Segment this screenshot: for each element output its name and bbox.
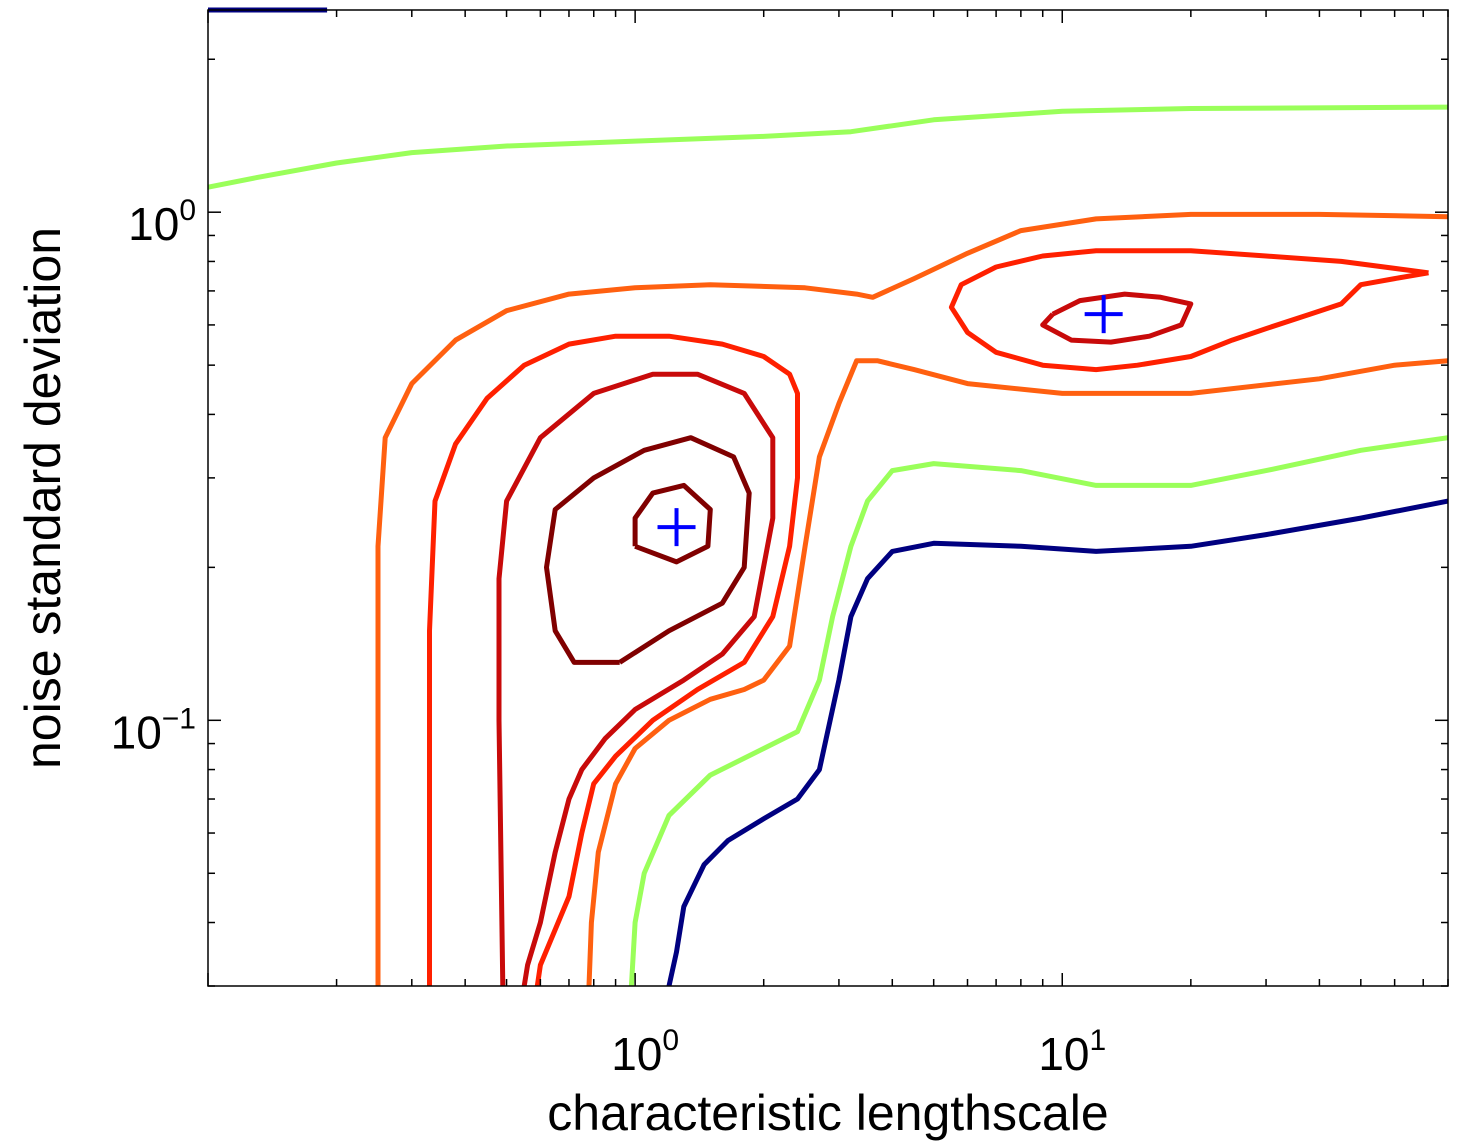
y-tick-label: 100 <box>128 194 196 250</box>
y-axis-label: noise standard deviation <box>15 227 71 769</box>
contour-line-9 <box>948 248 1429 373</box>
contour-line-8 <box>666 498 1449 987</box>
tick-labels: 100 101 100 10−1 <box>111 194 1107 1080</box>
x-tick-label: 100 <box>611 1024 679 1080</box>
contour-line-7 <box>628 435 1449 987</box>
contour-line-5 <box>496 371 776 987</box>
contour-line-6 <box>586 358 1449 987</box>
contour-lines <box>207 7 1449 987</box>
y-tick-label: 10−1 <box>111 702 196 758</box>
optimum-marker-1 <box>657 508 696 547</box>
optimum-marker-2 <box>1084 295 1123 334</box>
contour-line-10 <box>1040 291 1194 345</box>
plot-frame <box>207 9 1449 987</box>
contour-line-11 <box>544 435 752 665</box>
x-axis-label: characteristic lengthscale <box>547 1085 1108 1141</box>
x-tick-label: 101 <box>1038 1024 1106 1080</box>
contour-line-3 <box>375 211 1449 986</box>
contour-line-4 <box>427 333 800 987</box>
contour-line-12 <box>632 482 713 565</box>
optimum-markers <box>657 295 1123 547</box>
contour-line-2 <box>207 104 1449 190</box>
